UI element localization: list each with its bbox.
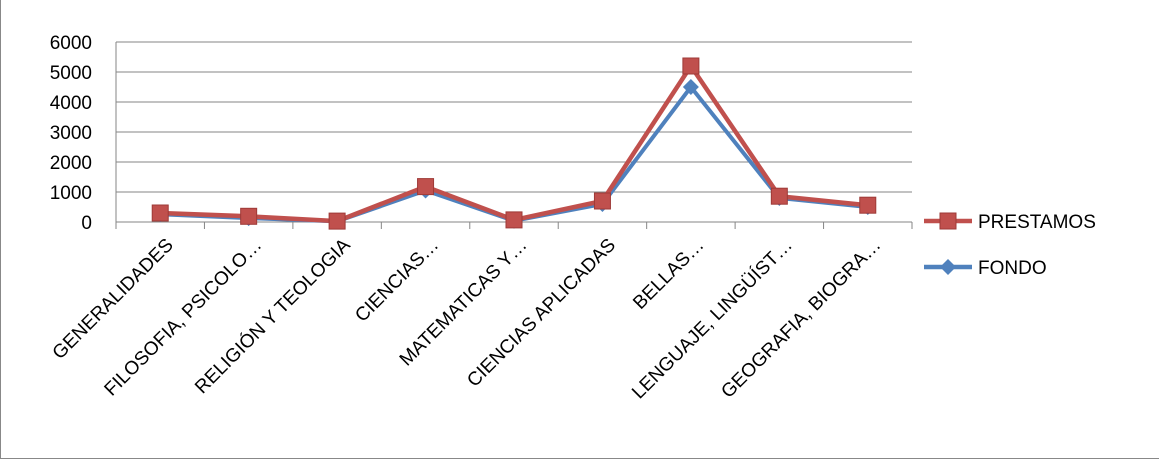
series-layer bbox=[151, 57, 877, 230]
data-point-prestamos bbox=[682, 57, 700, 75]
data-point-prestamos bbox=[328, 212, 346, 230]
y-tick-label: 0 bbox=[81, 213, 92, 234]
data-point-prestamos bbox=[417, 178, 435, 196]
x-tick-label: LENGUAJE, LINGÜÍST… bbox=[628, 235, 797, 404]
legend-marker bbox=[940, 259, 956, 275]
x-tick-label: GEOGRAFIA, BIOGRA… bbox=[717, 235, 885, 403]
y-tick-label: 6000 bbox=[50, 33, 92, 54]
data-point-prestamos bbox=[593, 192, 611, 210]
series-line-fondo bbox=[160, 85, 868, 224]
legend-label: FONDO bbox=[978, 258, 1047, 279]
data-point-prestamos bbox=[770, 187, 788, 205]
data-point-prestamos bbox=[859, 196, 877, 214]
y-tick-labels: 0 1000 2000 3000 4000 5000 6000 bbox=[50, 33, 92, 234]
y-tick-label: 4000 bbox=[50, 93, 92, 114]
y-tick-label: 3000 bbox=[50, 123, 92, 144]
series-line-prestamos bbox=[160, 63, 869, 224]
legend-item-fondo: FONDO bbox=[924, 258, 1047, 279]
y-tick-label: 5000 bbox=[50, 63, 92, 84]
y-tick-label: 2000 bbox=[50, 153, 92, 174]
legend: PRESTAMOS FONDO bbox=[924, 212, 1096, 279]
data-point-prestamos bbox=[240, 207, 258, 225]
x-tick-label: RELIGIÓN Y TEOLOGIA bbox=[190, 234, 354, 398]
data-point-prestamos bbox=[505, 211, 523, 229]
x-tick-label: FILOSOFIA, PSICOLO… bbox=[101, 235, 267, 401]
y-tick-label: 1000 bbox=[50, 183, 92, 204]
legend-label: PRESTAMOS bbox=[978, 212, 1096, 233]
x-tick-label: CIENCIAS… bbox=[351, 235, 443, 327]
legend-item-prestamos: PRESTAMOS bbox=[924, 212, 1096, 233]
data-point-fondo bbox=[682, 79, 699, 95]
grid-lines bbox=[116, 41, 912, 193]
data-point-prestamos bbox=[151, 204, 169, 222]
legend-marker bbox=[939, 212, 957, 230]
x-tick-label: CIENCIAS APLICADAS bbox=[463, 235, 620, 392]
x-tick-label: BELLAS… bbox=[629, 235, 708, 314]
